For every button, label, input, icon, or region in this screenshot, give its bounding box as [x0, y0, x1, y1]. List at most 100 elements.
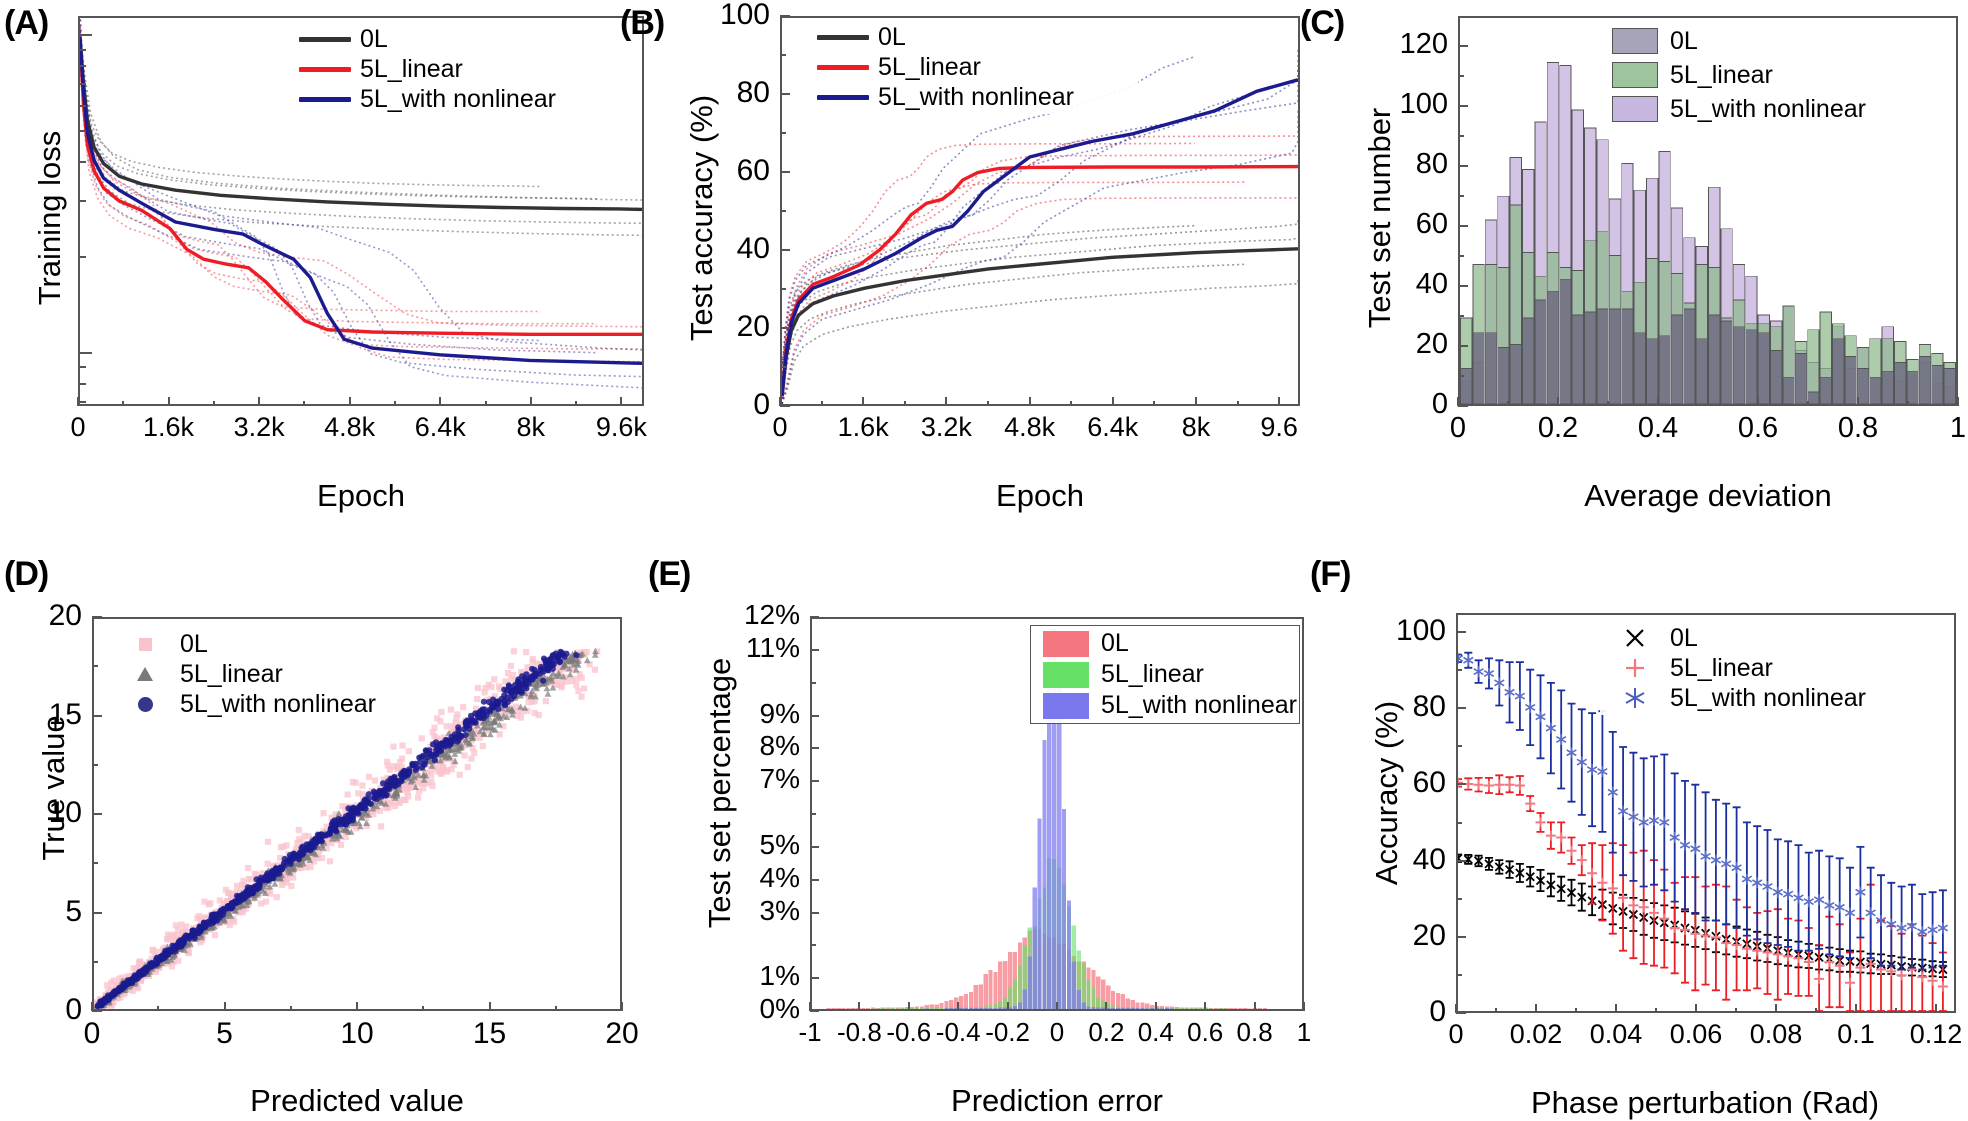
legend-row: 5L_linear [116, 659, 404, 689]
tick-label: 20 [605, 1017, 639, 1050]
legend-row: 5L_linear [296, 54, 614, 84]
tick-mark [91, 1002, 93, 1011]
legend-row: 5L_linear [1606, 58, 1934, 92]
tick-label: 0 [1431, 388, 1448, 420]
tick-label: 0 [65, 993, 82, 1026]
tick-mark [809, 1002, 811, 1011]
legend-line-5l-linear [296, 66, 354, 72]
tick-mark [903, 401, 906, 406]
panel-f-plot-area [1456, 613, 1956, 1013]
tick-mark [92, 813, 102, 815]
panel-e: (E) Test set percentage 0% 1% 3% 4% 5% 7% 8% 9%… [640, 555, 1320, 1120]
tick-label: 60 [736, 154, 770, 187]
legend-marker-0l [1606, 625, 1664, 651]
legend-row: 0L [814, 22, 1132, 52]
tick-mark [78, 65, 86, 68]
tick-mark [1456, 859, 1466, 862]
tick-label: 0.2 [1088, 1017, 1125, 1047]
tick-label: 15 [48, 697, 82, 731]
tick-mark [1153, 401, 1156, 406]
tick-label: 9% [759, 697, 800, 729]
tick-label: 3.2k [233, 412, 285, 442]
tick-label: 0 [83, 1017, 101, 1050]
tick-mark [78, 256, 86, 259]
panel-b-label: (B) [620, 4, 665, 42]
panel-c-xlabel: Average deviation [1584, 478, 1832, 513]
tick-mark [1457, 397, 1459, 406]
panel-a-label: (A) [4, 4, 49, 42]
tick-mark [223, 1002, 226, 1011]
tick-mark [1006, 1002, 1009, 1011]
tick-label: 10 [48, 796, 82, 829]
tick-label: 0 [772, 412, 788, 442]
legend-label: 5L_linear [180, 659, 283, 688]
tick-mark [78, 129, 86, 132]
tick-label: 0.08 [1749, 1019, 1803, 1049]
legend-label: 5L_linear [360, 54, 463, 83]
tick-mark [1204, 1002, 1207, 1011]
tick-label: 8k [1181, 412, 1211, 442]
tick-mark [1707, 401, 1709, 406]
tick-mark [1456, 935, 1466, 938]
legend-line-5l-nonlinear [814, 94, 872, 100]
tick-mark [1655, 1008, 1657, 1013]
tick-mark [810, 616, 819, 618]
tick-mark [529, 397, 532, 406]
tick-mark [810, 911, 819, 914]
panel-d-label: (D) [4, 555, 49, 593]
panel-a-xlabel: Epoch [317, 478, 405, 513]
legend-line-5l-linear [814, 64, 872, 70]
tick-mark [1458, 315, 1464, 317]
legend-row: 5L_with nonlinear [296, 84, 614, 114]
tick-mark [779, 397, 781, 406]
tick-mark [1807, 401, 1809, 406]
tick-mark [1056, 1002, 1058, 1011]
tick-label: -0.6 [886, 1017, 932, 1047]
tick-mark [92, 763, 98, 766]
legend-label: 5L_with nonlinear [180, 689, 376, 718]
tick-mark [1458, 45, 1468, 47]
tick-mark [1557, 397, 1559, 406]
tick-mark [810, 944, 816, 947]
panel-e-xlabel: Prediction error [951, 1083, 1163, 1118]
tick-label: 0 [1448, 1019, 1464, 1049]
legend-swatch-0l [1606, 28, 1664, 54]
panel-b-legend: 0L 5L_linear 5L_with nonlinear [808, 20, 1138, 114]
tick-mark [1935, 1004, 1937, 1013]
legend-label: 5L_with nonlinear [1101, 691, 1297, 719]
tick-mark [78, 351, 92, 354]
tick-mark [1857, 397, 1859, 406]
tick-label: 100 [1399, 88, 1448, 120]
tick-mark [484, 401, 487, 406]
tick-mark [780, 288, 786, 290]
legend-row: 0L [1606, 24, 1934, 58]
tick-mark [78, 382, 86, 385]
tick-mark [78, 34, 92, 37]
tick-label: 0.8 [1236, 1017, 1273, 1047]
tick-label: 120 [1399, 28, 1448, 60]
tick-label: 10 [340, 1017, 374, 1050]
tick-mark [1495, 1008, 1497, 1013]
tick-mark [1957, 397, 1959, 406]
tick-mark [422, 1006, 425, 1011]
tick-label: 3% [759, 894, 800, 926]
panel-c-label: (C) [1300, 4, 1345, 42]
tick-label: 8% [759, 730, 800, 762]
tick-label: 80 [1412, 690, 1446, 724]
tick-label: 20 [1412, 918, 1446, 952]
legend-label: 5L_with nonlinear [878, 82, 1074, 111]
legend-label: 0L [1101, 629, 1129, 657]
legend-label: 0L [1670, 623, 1698, 652]
tick-mark [78, 200, 86, 203]
tick-mark [780, 210, 786, 212]
tick-label: 1.6k [143, 412, 195, 442]
tick-mark [1458, 165, 1468, 167]
tick-mark [1458, 255, 1464, 257]
legend-label: 5L_with nonlinear [1670, 683, 1866, 712]
legend-label: 5L_with nonlinear [360, 84, 556, 113]
tick-mark [78, 401, 86, 403]
tick-mark [1456, 973, 1462, 976]
panel-f-xlabel: Phase perturbation (Rad) [1530, 1085, 1880, 1120]
tick-label: 60 [1415, 208, 1448, 240]
tick-mark [1456, 897, 1462, 900]
